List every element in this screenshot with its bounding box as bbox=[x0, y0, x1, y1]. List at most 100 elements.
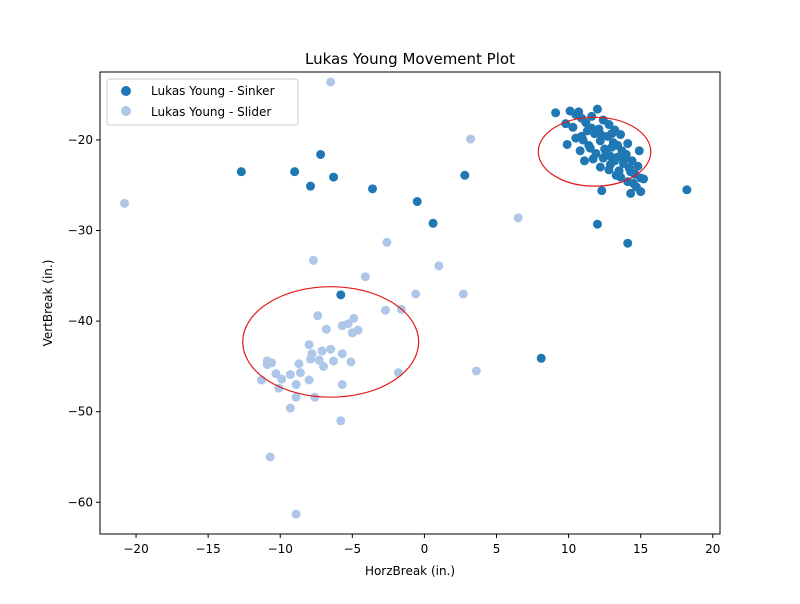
data-point bbox=[313, 311, 323, 321]
data-point bbox=[337, 349, 347, 359]
x-tick-label: 0 bbox=[421, 542, 429, 556]
data-point bbox=[321, 324, 331, 334]
data-point bbox=[623, 238, 633, 248]
data-point bbox=[306, 354, 316, 364]
data-point bbox=[626, 167, 636, 177]
data-point bbox=[587, 111, 597, 121]
data-point bbox=[626, 188, 636, 198]
y-tick-label: −30 bbox=[68, 224, 93, 238]
annotation-layer bbox=[242, 116, 652, 398]
x-tick-label: −5 bbox=[343, 542, 361, 556]
chart-title: Lukas Young Movement Plot bbox=[305, 50, 515, 68]
legend-box bbox=[106, 78, 299, 126]
data-point bbox=[628, 178, 638, 188]
data-point bbox=[604, 120, 614, 130]
data-point bbox=[336, 416, 346, 426]
data-point bbox=[347, 328, 357, 338]
data-point bbox=[588, 154, 598, 164]
legend-label-slider: Lukas Young - Slider bbox=[151, 105, 271, 119]
data-point bbox=[623, 139, 633, 149]
data-point bbox=[613, 140, 623, 150]
data-point bbox=[308, 255, 318, 265]
data-point bbox=[382, 237, 392, 247]
data-point bbox=[291, 380, 301, 390]
data-point bbox=[317, 346, 327, 356]
data-point bbox=[575, 146, 585, 156]
data-point bbox=[329, 356, 339, 366]
data-point bbox=[513, 213, 523, 223]
data-point bbox=[262, 360, 272, 370]
data-point bbox=[458, 289, 468, 299]
data-point bbox=[682, 185, 692, 195]
data-point bbox=[120, 198, 130, 208]
data-point bbox=[326, 344, 336, 354]
data-point bbox=[633, 161, 643, 171]
y-tick-label: −20 bbox=[68, 133, 93, 147]
data-point bbox=[310, 392, 320, 402]
data-point bbox=[604, 165, 614, 175]
data-point bbox=[605, 151, 615, 161]
data-point bbox=[360, 272, 370, 282]
data-point bbox=[285, 370, 295, 380]
plot-area-frame bbox=[99, 71, 721, 535]
data-point bbox=[600, 144, 610, 154]
data-point bbox=[598, 153, 608, 163]
data-point bbox=[562, 139, 572, 149]
y-tick-label: −40 bbox=[68, 314, 93, 328]
x-axis-ticks: −20 −15 −10 −5 0 5 10 15 20 bbox=[123, 534, 720, 556]
data-point bbox=[411, 289, 421, 299]
data-point bbox=[592, 219, 602, 229]
data-point bbox=[380, 305, 390, 315]
legend: Lukas Young - Sinker Lukas Young - Slide… bbox=[106, 78, 299, 126]
data-point bbox=[295, 368, 305, 378]
data-point bbox=[304, 375, 314, 385]
legend-marker-slider bbox=[121, 106, 131, 116]
data-point bbox=[329, 172, 339, 182]
data-point bbox=[256, 375, 266, 385]
data-point bbox=[316, 149, 326, 159]
data-point bbox=[304, 340, 314, 350]
data-point bbox=[627, 156, 637, 166]
data-point bbox=[271, 369, 281, 379]
data-point bbox=[568, 122, 578, 132]
legend-label-sinker: Lukas Young - Sinker bbox=[151, 84, 275, 98]
x-tick-label: −15 bbox=[195, 542, 220, 556]
data-point bbox=[285, 403, 295, 413]
x-tick-label: 10 bbox=[561, 542, 576, 556]
data-point bbox=[536, 353, 546, 363]
data-point bbox=[597, 186, 607, 196]
x-tick-label: 20 bbox=[705, 542, 720, 556]
data-point bbox=[621, 149, 631, 159]
data-point bbox=[551, 108, 561, 118]
data-point bbox=[466, 134, 476, 144]
data-point bbox=[585, 143, 595, 153]
y-axis-ticks: −20 −30 −40 −50 −60 bbox=[68, 133, 100, 509]
data-point bbox=[336, 290, 346, 300]
data-point bbox=[337, 380, 347, 390]
data-point bbox=[306, 181, 316, 191]
data-point bbox=[597, 130, 607, 140]
data-point bbox=[412, 197, 422, 207]
data-point bbox=[434, 261, 444, 271]
data-point bbox=[595, 162, 605, 172]
data-point bbox=[368, 184, 378, 194]
data-point bbox=[349, 313, 359, 323]
x-axis-label: HorzBreak (in.) bbox=[365, 564, 455, 578]
data-point bbox=[291, 509, 301, 519]
data-point bbox=[616, 130, 626, 140]
data-point bbox=[607, 129, 617, 139]
data-point bbox=[393, 368, 403, 378]
data-point bbox=[326, 77, 336, 87]
data-point bbox=[318, 361, 328, 371]
highlight-ellipse bbox=[537, 116, 652, 187]
data-point bbox=[290, 167, 300, 177]
data-point bbox=[579, 156, 589, 166]
x-tick-label: 5 bbox=[493, 542, 501, 556]
data-point bbox=[346, 357, 356, 367]
y-tick-label: −50 bbox=[68, 405, 93, 419]
data-point bbox=[577, 131, 587, 141]
y-tick-label: −60 bbox=[68, 495, 93, 509]
highlight-ellipse bbox=[242, 286, 420, 398]
